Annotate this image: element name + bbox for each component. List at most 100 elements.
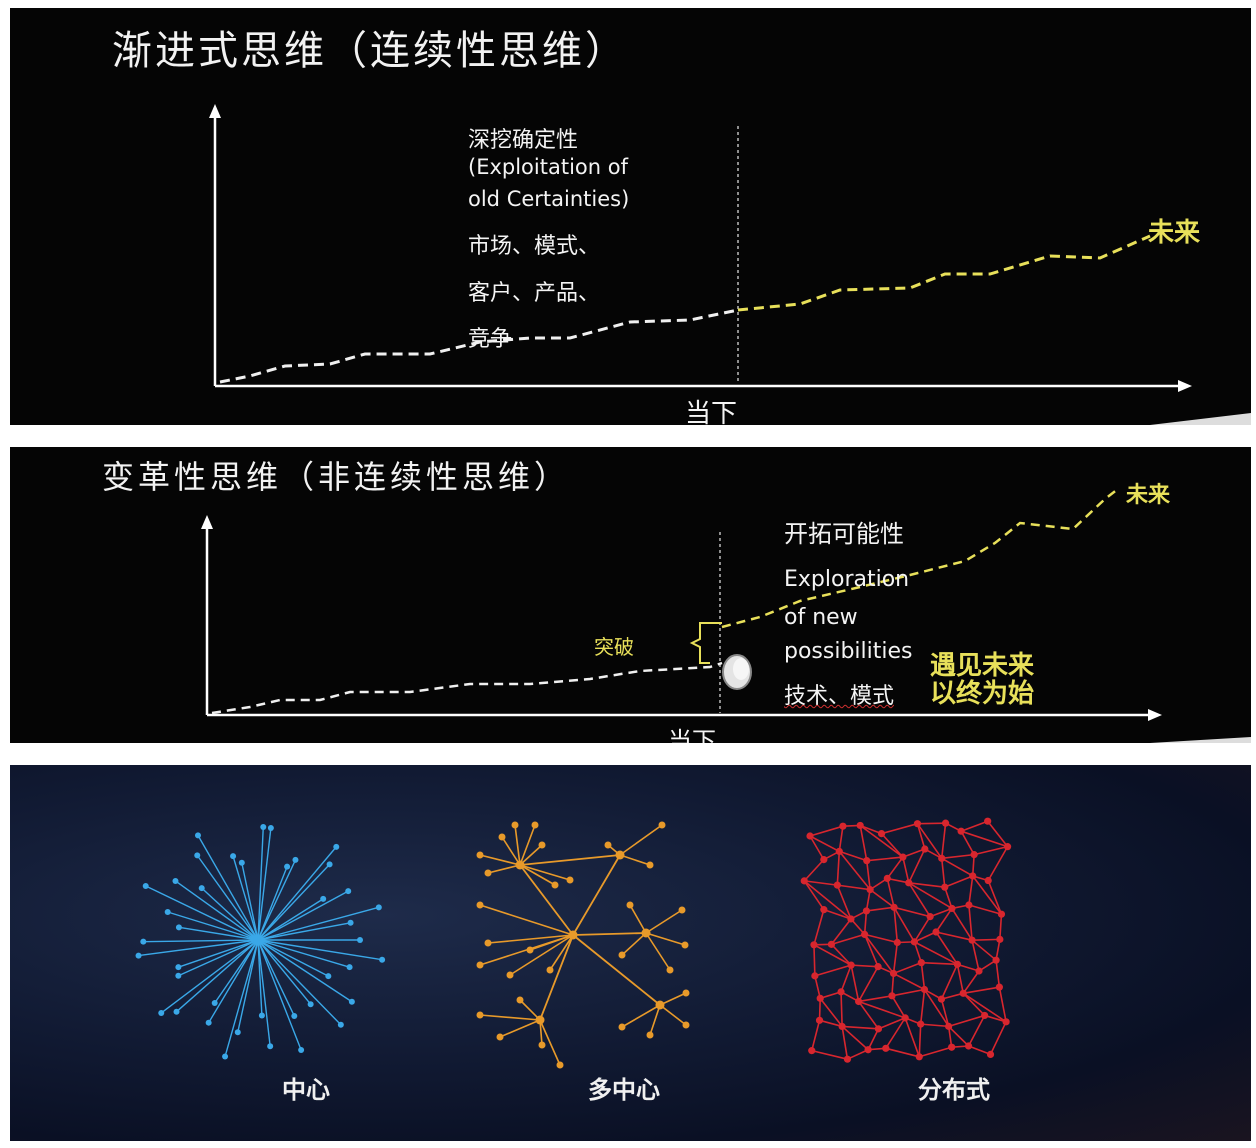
network-node xyxy=(172,877,179,884)
network-node xyxy=(678,906,686,914)
network-node xyxy=(837,988,845,996)
network-edge xyxy=(645,932,686,946)
network-edge xyxy=(987,820,1009,848)
network-node xyxy=(883,874,891,883)
network-node xyxy=(347,919,354,926)
network-edge xyxy=(201,887,259,941)
network-node xyxy=(838,1022,846,1031)
network-node xyxy=(806,832,814,840)
transformative-chart xyxy=(201,488,1251,743)
network-edge xyxy=(851,964,879,968)
decentralized-network xyxy=(476,821,690,1069)
network-edge xyxy=(944,875,974,888)
network-edge xyxy=(257,939,353,1003)
network-node xyxy=(1002,1018,1010,1026)
network-node xyxy=(230,853,237,860)
network-edge xyxy=(859,824,904,858)
network-edge xyxy=(893,961,922,975)
network-edge xyxy=(178,939,259,977)
future-label: 未来 xyxy=(1148,218,1201,248)
network-edge xyxy=(972,938,1000,941)
network-edge xyxy=(941,857,974,877)
network-node xyxy=(968,936,976,944)
network-edge xyxy=(902,856,910,884)
network-edge xyxy=(823,908,852,920)
network-edge xyxy=(818,998,822,1021)
network-node xyxy=(986,1050,995,1058)
network-node xyxy=(496,1033,504,1041)
network-edge xyxy=(891,995,906,1019)
network-edge xyxy=(841,1025,869,1051)
network-node xyxy=(877,829,886,838)
network-edge xyxy=(803,859,825,882)
network-node xyxy=(538,1041,546,1049)
network-edge xyxy=(987,880,1003,915)
network-node xyxy=(333,843,340,850)
network-edge xyxy=(968,875,974,906)
network-diagrams xyxy=(135,817,1012,1069)
network-node xyxy=(938,854,946,862)
network-edge xyxy=(908,882,953,910)
now-label: 当下 xyxy=(685,399,738,425)
network-node xyxy=(815,1016,824,1024)
network-edge xyxy=(886,856,904,879)
network-edge xyxy=(836,884,852,920)
network-edge xyxy=(863,934,879,967)
network-node xyxy=(800,877,808,885)
network-node xyxy=(320,895,327,902)
network-edge xyxy=(811,1049,848,1060)
network-edge xyxy=(902,848,926,858)
network-edge xyxy=(887,877,909,884)
network-edge xyxy=(841,1026,849,1060)
network-edge xyxy=(519,844,543,866)
network-node xyxy=(551,881,559,889)
network-edge xyxy=(621,1004,661,1028)
network-node xyxy=(863,857,871,865)
network-edge xyxy=(803,880,825,911)
network-edge xyxy=(572,854,621,936)
y-axis-arrow xyxy=(209,104,221,118)
network-edge xyxy=(519,864,556,886)
network-node xyxy=(511,821,519,829)
network-edge xyxy=(893,972,925,991)
panel-corner-mark xyxy=(1150,413,1251,425)
network-edge xyxy=(257,922,351,941)
network-edge xyxy=(257,863,331,941)
moon-icon-shade xyxy=(733,658,749,680)
network-edge xyxy=(257,939,342,1026)
network-edge xyxy=(920,962,926,990)
network-edge xyxy=(891,973,895,996)
future-trend-line xyxy=(737,234,1151,312)
slogan-line-2: 以终为始 xyxy=(930,679,1035,709)
network-edge xyxy=(847,1048,869,1060)
network-node xyxy=(997,910,1006,918)
network-edge xyxy=(859,824,882,835)
network-edge xyxy=(935,907,953,933)
breakthrough-bracket xyxy=(689,622,722,664)
network-node xyxy=(258,1012,265,1019)
network-edge xyxy=(499,1019,541,1038)
network-edge xyxy=(487,934,574,944)
network-edge xyxy=(514,824,521,866)
network-edge xyxy=(257,846,337,941)
network-edge xyxy=(989,1021,1007,1055)
network-edge xyxy=(838,826,844,852)
network-edge xyxy=(839,850,868,862)
network-node xyxy=(888,992,896,1000)
network-edge xyxy=(572,932,647,936)
network-node xyxy=(211,999,218,1006)
network-node xyxy=(348,998,355,1005)
network-node xyxy=(506,971,514,979)
network-node xyxy=(526,946,534,954)
network-edge xyxy=(145,885,259,941)
exploit-label-cn: 深挖确定性 xyxy=(468,128,579,153)
network-node xyxy=(816,994,824,1002)
network-edge xyxy=(967,1015,986,1047)
network-edge xyxy=(501,836,521,866)
distributed-network-label: 分布式 xyxy=(918,1076,990,1104)
network-edge xyxy=(908,882,931,918)
network-edge xyxy=(830,918,852,945)
network-edge xyxy=(257,866,288,941)
network-edge xyxy=(973,845,1008,856)
network-edge xyxy=(913,941,923,963)
